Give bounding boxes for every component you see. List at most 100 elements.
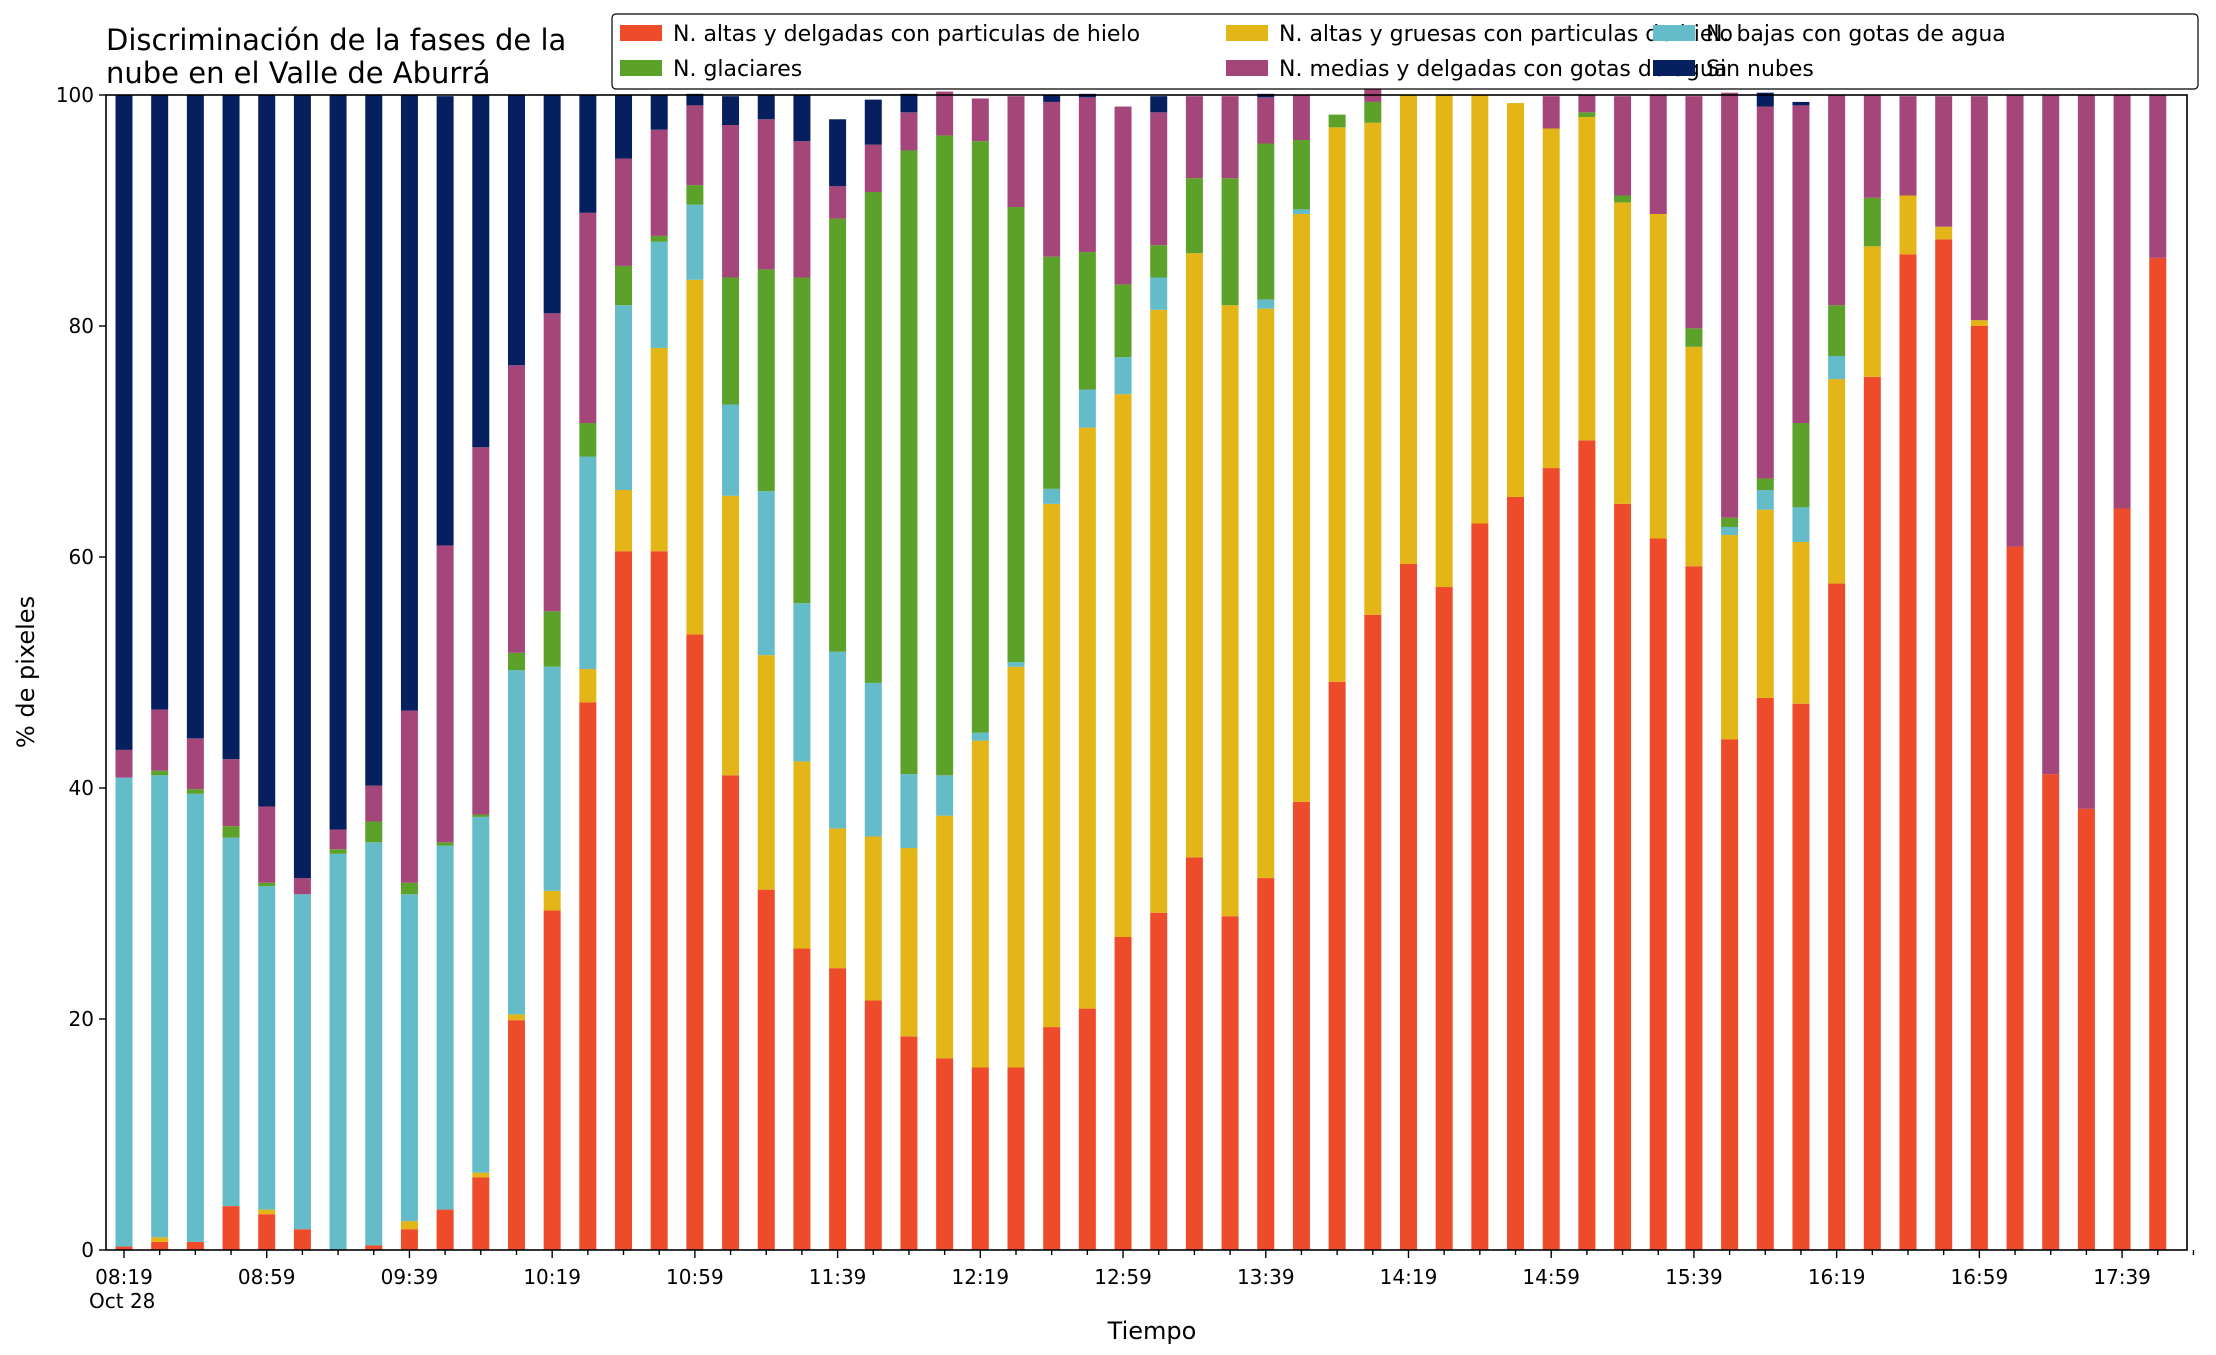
bar-segment-0829-s4 <box>151 709 169 771</box>
bar-segment-1059-s0 <box>686 634 704 1250</box>
bar-segment-1239-s2 <box>1043 488 1061 504</box>
bar-segment-1249-s2 <box>1078 389 1096 428</box>
bar-segment-1029-s4 <box>579 212 597 424</box>
bar-segment-1609-s0 <box>1792 703 1810 1250</box>
bar-segment-1459-s0 <box>1542 468 1560 1250</box>
bar-segment-1229-s1 <box>1007 666 1025 1068</box>
bar-segment-0849-s3 <box>222 826 240 838</box>
bar-segment-1219-s2 <box>971 732 989 741</box>
bar-segment-1309-s5 <box>1150 96 1168 113</box>
bar-segment-1019-s0 <box>543 910 561 1250</box>
bar-segment-1159-s2 <box>900 774 918 849</box>
x-tick-label-0939: 09:39 <box>381 1265 439 1289</box>
bar-segment-1329-s1 <box>1221 305 1239 917</box>
legend-label-2: N. bajas con gotas de agua <box>1706 22 2006 47</box>
bar-segment-1459-s1 <box>1542 128 1560 469</box>
bar-segment-1129-s2 <box>793 603 811 762</box>
bar-segment-1459-s4 <box>1542 96 1560 129</box>
bar-segment-1609-s3 <box>1792 423 1810 508</box>
bar-segment-1639-s4 <box>1899 96 1917 196</box>
bar-segment-1439-s0 <box>1471 523 1489 1250</box>
bar-segment-1259-s4 <box>1114 106 1132 285</box>
bar-segment-1409-s0 <box>1364 614 1382 1250</box>
bar-segment-1559-s0 <box>1756 697 1774 1250</box>
bar-segment-0939-s1 <box>400 1221 418 1230</box>
legend-label-3: N. glaciares <box>673 57 802 82</box>
bar-segment-1259-s1 <box>1114 394 1132 937</box>
bar-segment-1519-s0 <box>1614 503 1632 1250</box>
bar-segment-1529-s4 <box>1649 95 1667 214</box>
bar-segment-1549-s3 <box>1721 517 1739 527</box>
x-axis: 08:19 08:59 09:39 10:19 10:59 11:39 12:19 12:59… <box>95 1250 2195 1289</box>
bar-segment-1029-s0 <box>579 702 597 1250</box>
bar-segment-1239-s4 <box>1043 101 1061 257</box>
bar-segment-0819-s0 <box>115 1246 133 1250</box>
y-tick-label-40: 40 <box>69 776 94 800</box>
bar-segment-1529-s1 <box>1649 213 1667 539</box>
bar-segment-1719-s0 <box>2042 774 2060 1250</box>
bar-segment-1149-s0 <box>864 1000 882 1250</box>
bar-segment-0849-s4 <box>222 759 240 827</box>
bar-segment-1249-s4 <box>1078 97 1096 253</box>
bar-segment-1109-s5 <box>722 96 740 126</box>
bar-segment-1039-s0 <box>615 551 633 1250</box>
bar-segment-0829-s2 <box>151 775 169 1238</box>
bar-segment-1749-s0 <box>2149 257 2167 1251</box>
bar-segment-1219-s3 <box>971 141 989 733</box>
bar-segment-1559-s5 <box>1756 92 1774 107</box>
bar-segment-1449-s1 <box>1507 103 1525 497</box>
bar-segment-1639-s1 <box>1899 195 1917 255</box>
bar-segment-0919-s4 <box>329 829 347 850</box>
bar-segment-0839-s5 <box>186 95 204 739</box>
bar-segment-1609-s5 <box>1792 101 1810 106</box>
bar-segment-0829-s5 <box>151 95 169 710</box>
bar-segment-0819-s2 <box>115 777 133 1247</box>
x-tick-label-1259: 12:59 <box>1094 1265 1152 1289</box>
bar-segment-1509-s4 <box>1578 95 1596 113</box>
bar-segment-1419-s0 <box>1399 563 1417 1250</box>
bar-segment-1509-s3 <box>1578 112 1596 117</box>
x-tick-label-1659: 16:59 <box>1951 1265 2009 1289</box>
bar-segment-0859-s2 <box>258 886 276 1210</box>
x-tick-label-1419: 14:19 <box>1380 1265 1438 1289</box>
bar-segment-1019-s4 <box>543 313 561 612</box>
bar-segment-1229-s4 <box>1007 96 1025 208</box>
x-tick-label-1219: 12:19 <box>951 1265 1009 1289</box>
bar-segment-1049-s0 <box>650 551 668 1250</box>
bar-segment-1059-s3 <box>686 185 704 205</box>
bars-group <box>115 89 2167 1251</box>
legend-swatch-3 <box>620 60 662 76</box>
bar-segment-1259-s2 <box>1114 357 1132 395</box>
x-tick-label-1139: 11:39 <box>809 1265 867 1289</box>
bar-segment-1619-s0 <box>1828 583 1846 1250</box>
bar-segment-0909-s0 <box>293 1229 311 1250</box>
bar-segment-1339-s1 <box>1257 308 1275 879</box>
bar-segment-0919-s3 <box>329 849 347 854</box>
bar-segment-1539-s4 <box>1685 96 1703 329</box>
bar-segment-1019-s1 <box>543 890 561 911</box>
bar-segment-0919-s5 <box>329 95 347 830</box>
bar-segment-0849-s2 <box>222 837 240 1207</box>
bar-segment-1309-s4 <box>1150 112 1168 246</box>
bar-segment-0929-s2 <box>365 842 383 1246</box>
legend-swatch-2 <box>1653 25 1695 41</box>
bar-segment-1149-s5 <box>864 99 882 145</box>
bar-segment-1319-s0 <box>1185 857 1203 1250</box>
bar-segment-1129-s3 <box>793 277 811 604</box>
bar-segment-1159-s0 <box>900 1036 918 1250</box>
bar-segment-1639-s0 <box>1899 254 1917 1250</box>
bar-segment-0909-s4 <box>293 878 311 895</box>
bar-segment-1039-s4 <box>615 158 633 266</box>
x-tick-label-1739: 17:39 <box>2093 1265 2151 1289</box>
bar-segment-1349-s3 <box>1292 140 1310 210</box>
bar-segment-1539-s3 <box>1685 328 1703 347</box>
bar-segment-1349-s2 <box>1292 209 1310 214</box>
bar-segment-0859-s4 <box>258 806 276 883</box>
legend-box <box>611 13 2199 90</box>
bar-segment-1659-s0 <box>1970 326 1988 1250</box>
bar-segment-1549-s0 <box>1721 739 1739 1250</box>
bar-segment-1409-s1 <box>1364 122 1382 615</box>
bar-segment-0959-s5 <box>472 95 490 448</box>
bar-segment-0929-s5 <box>365 95 383 786</box>
bar-segment-0859-s1 <box>258 1209 276 1215</box>
